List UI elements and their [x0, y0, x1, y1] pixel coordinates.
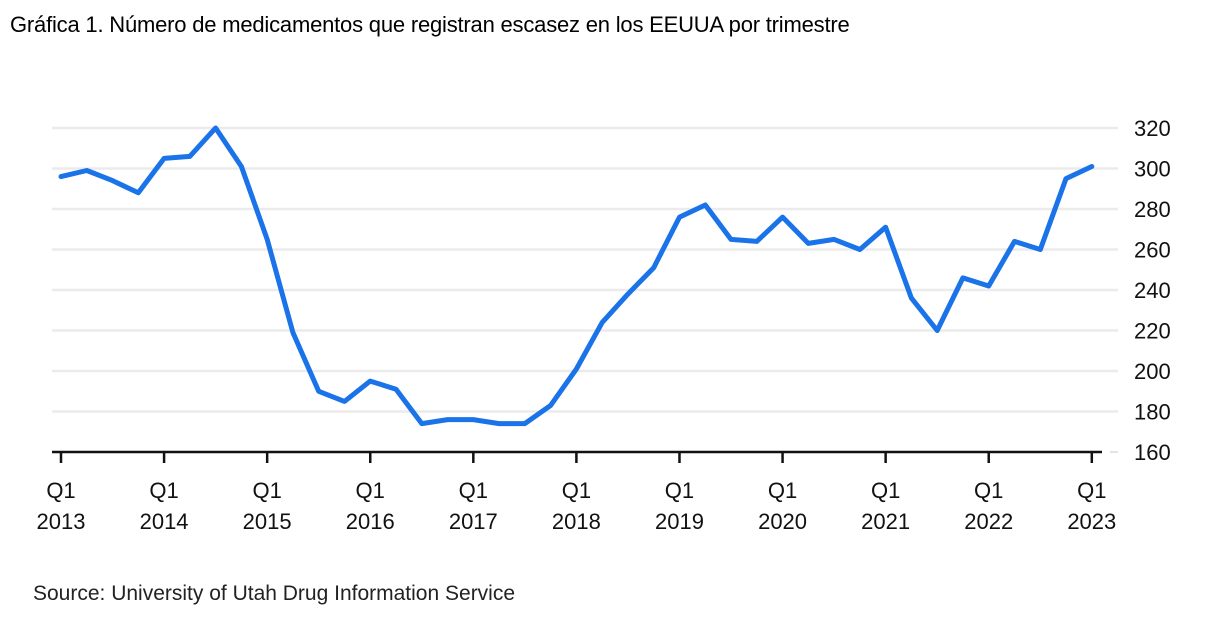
y-tick-label: 160 — [1134, 440, 1171, 465]
x-tick-label-quarter: Q1 — [665, 478, 694, 503]
y-tick-label: 300 — [1134, 157, 1171, 182]
series-layer — [58, 125, 1095, 427]
source-note: Source: University of Utah Drug Informat… — [33, 582, 516, 605]
x-tick-label-year: 2014 — [140, 509, 189, 534]
x-tick-label-year: 2013 — [37, 509, 86, 534]
y-tick-label: 320 — [1134, 116, 1171, 141]
x-tick-label-quarter: Q1 — [871, 478, 900, 503]
x-tick-label-quarter: Q1 — [46, 478, 75, 503]
x-tick-label-quarter: Q1 — [356, 478, 385, 503]
x-tick-label-quarter: Q1 — [149, 478, 178, 503]
y-tick-label: 280 — [1134, 197, 1171, 222]
y-tick-label: 180 — [1134, 400, 1171, 425]
y-tick-label: 220 — [1134, 319, 1171, 344]
x-tick-label-year: 2018 — [552, 509, 601, 534]
x-tick-label-year: 2015 — [243, 509, 292, 534]
x-axis: Q1 2013 Q1 2014 Q1 2015 Q1 2016 Q1 2017 Q1 2018 Q1 20… — [37, 450, 1116, 534]
x-tick-label-quarter: Q1 — [562, 478, 591, 503]
x-tick-label-quarter: Q1 — [974, 478, 1003, 503]
x-tick-label-year: 2019 — [655, 509, 704, 534]
y-axis-labels: 160 180 200 220 240 260 280 300 320 — [1134, 116, 1171, 465]
y-tick-label: 260 — [1134, 238, 1171, 263]
x-tick-label-quarter: Q1 — [459, 478, 488, 503]
series-line — [58, 125, 1095, 427]
y-tick-label: 240 — [1134, 278, 1171, 303]
x-tick-label-year: 2016 — [346, 509, 395, 534]
gridlines — [52, 126, 1118, 453]
x-tick-label-year: 2017 — [449, 509, 498, 534]
x-tick-label-year: 2022 — [964, 509, 1013, 534]
x-tick-label-quarter: Q1 — [252, 478, 281, 503]
x-tick-label-quarter: Q1 — [1077, 478, 1106, 503]
x-tick-label-year: 2021 — [861, 509, 910, 534]
chart-title: Gráfica 1. Número de medicamentos que re… — [10, 12, 850, 37]
y-tick-label: 200 — [1134, 359, 1171, 384]
x-tick-label-year: 2020 — [758, 509, 807, 534]
x-tick-label-year: 2023 — [1067, 509, 1116, 534]
x-tick-label-quarter: Q1 — [768, 478, 797, 503]
